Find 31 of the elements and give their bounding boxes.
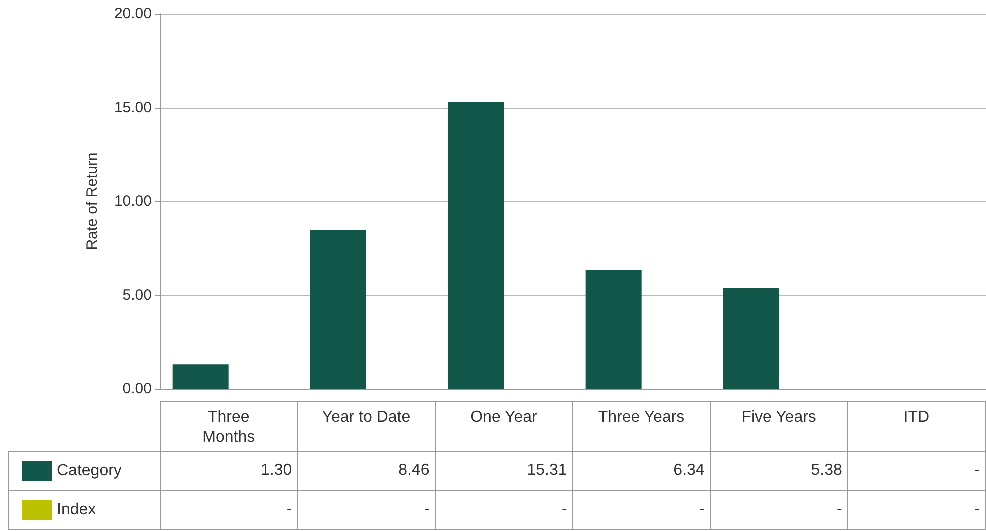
legend-label: Index [57,502,96,518]
data-label: 8.46 [398,462,430,479]
data-label: 1.30 [261,462,292,479]
bar [724,288,780,389]
data-label: 6.34 [674,462,705,479]
bar [586,270,642,389]
data-label: 15.31 [527,462,568,479]
text: - [974,462,980,479]
x-tick-label: ITD [902,408,931,428]
y-tick-label: 0.00 [122,380,152,398]
y-axis-title: Rate of Return [84,152,101,250]
text: - [562,501,568,518]
x-tick-label: One Year [470,408,538,428]
y-tick-label: 5.00 [122,286,152,304]
text: - [286,501,292,518]
y-tick-label: 10.00 [114,193,152,210]
bar [448,102,504,389]
x-tick-label: Year to Date [321,408,412,428]
bar [310,230,366,389]
text: - [974,501,980,518]
text: - [699,501,705,518]
data-label: 5.38 [811,462,842,479]
text: - [424,501,430,518]
y-tick-label: 15.00 [114,99,152,116]
x-tick-label: Five Years [740,408,818,428]
text: - [837,501,842,518]
bar [172,364,229,389]
legend-label: Category [57,462,122,480]
y-tick-label: 20.00 [114,6,152,22]
x-tick-label: Three Months [202,408,256,448]
x-tick-label: Three Years [597,408,686,428]
